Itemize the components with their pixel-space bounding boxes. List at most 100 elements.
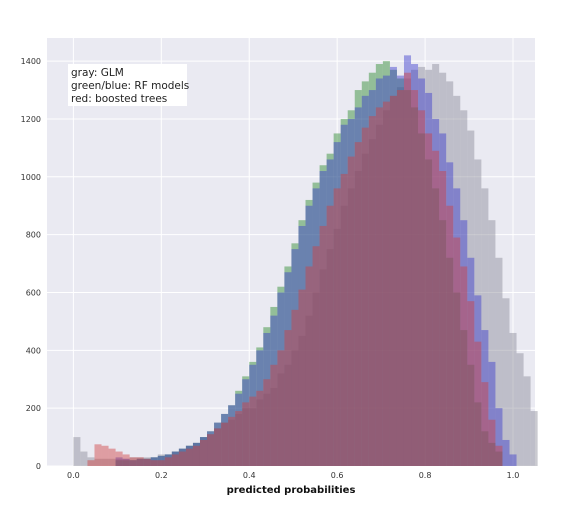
histogram-bar — [214, 422, 222, 466]
histogram-bar — [136, 458, 144, 466]
histogram-bar — [207, 434, 215, 466]
histogram-bar — [319, 171, 327, 466]
histogram-bar — [446, 81, 454, 466]
histogram-bar — [460, 266, 468, 466]
y-tick-label: 400 — [26, 346, 41, 355]
histogram-bar — [94, 444, 102, 466]
histogram-bar — [453, 95, 461, 467]
x-tick-label: 0.2 — [155, 471, 168, 480]
histogram-bar — [270, 315, 278, 466]
histogram-bar — [411, 64, 419, 466]
histogram-bar — [178, 451, 186, 466]
histogram-bar — [256, 350, 264, 466]
histogram-bar — [284, 272, 292, 466]
histogram-bar — [242, 408, 250, 466]
histogram-bar — [136, 458, 144, 466]
histogram-bar — [164, 454, 172, 466]
histogram-bar — [115, 460, 123, 466]
histogram-bar — [326, 159, 334, 466]
histogram-bar — [101, 458, 109, 466]
histogram-bar — [235, 390, 243, 466]
histogram-bar — [150, 457, 158, 466]
histogram-bar — [235, 411, 243, 466]
histogram-bar — [214, 422, 222, 466]
x-tick-label: 0.8 — [419, 471, 432, 480]
histogram-bar — [192, 442, 200, 466]
histogram-bar — [277, 292, 285, 466]
histogram-bar — [298, 225, 306, 466]
histogram-bar — [495, 257, 503, 466]
x-tick-label: 0.6 — [331, 471, 344, 480]
histogram-bar — [460, 110, 468, 466]
histogram-bar — [305, 266, 313, 466]
histogram-bar — [157, 455, 165, 466]
histogram-bar — [115, 457, 123, 466]
histogram-bar — [368, 139, 376, 466]
y-tick-label: 200 — [26, 404, 41, 413]
histogram-bar — [319, 165, 327, 467]
histogram-bar — [228, 405, 236, 466]
y-tick-label: 0 — [36, 462, 41, 471]
histogram-bar — [270, 306, 278, 466]
histogram-bar — [221, 413, 229, 466]
histogram-bar — [150, 457, 158, 466]
histogram-bar — [214, 428, 222, 466]
histogram-bar — [488, 220, 496, 466]
histogram-bar — [228, 405, 236, 466]
histogram-bar — [460, 330, 468, 466]
histogram-bar — [467, 301, 475, 466]
histogram-bar — [495, 445, 503, 466]
histogram-bar — [446, 162, 454, 466]
histogram-bar — [340, 124, 348, 466]
histogram-bar — [347, 118, 355, 467]
histogram-bar — [439, 72, 447, 467]
histogram-bar — [389, 95, 397, 467]
histogram-bar — [425, 159, 433, 466]
histogram-bar — [249, 364, 257, 466]
histogram-bar — [143, 458, 151, 466]
histogram-bar — [136, 457, 144, 466]
histogram-bar — [488, 419, 496, 466]
histogram-bar — [389, 69, 397, 466]
histogram-bar — [178, 448, 186, 466]
histogram-bar — [340, 173, 348, 466]
histogram-bar — [305, 205, 313, 466]
histogram-bar — [192, 445, 200, 466]
histogram-bar — [382, 101, 390, 467]
histogram-bar — [396, 78, 404, 467]
histogram-bar — [284, 364, 292, 466]
histogram-bar — [418, 110, 426, 466]
histogram-bar — [425, 133, 433, 466]
histogram-bar — [171, 451, 179, 466]
histogram-bar — [185, 445, 193, 466]
histogram-bar — [340, 118, 348, 467]
histogram-bar — [207, 431, 215, 466]
histogram-bar — [481, 382, 489, 466]
histogram-bar — [87, 457, 95, 466]
histogram-bar — [164, 454, 172, 466]
histogram-bar — [361, 127, 369, 466]
histogram-bar — [411, 107, 419, 467]
histogram-bar — [474, 295, 482, 466]
histogram-bar — [453, 292, 461, 466]
histogram-bar — [481, 188, 489, 467]
histogram-bar — [488, 442, 496, 466]
histogram-bar — [439, 171, 447, 466]
histogram-bar — [326, 153, 334, 467]
histogram-bar — [185, 448, 193, 466]
histogram-bar — [396, 87, 404, 466]
histogram-bar — [495, 451, 503, 466]
histogram-bar — [108, 458, 116, 466]
histogram-bar — [481, 330, 489, 466]
histogram-bar — [389, 66, 397, 467]
histogram-bar — [192, 442, 200, 466]
histogram-bar — [340, 205, 348, 466]
series-2-bars — [115, 55, 517, 467]
histogram-bar — [199, 439, 208, 466]
histogram-bar — [375, 78, 383, 467]
histogram-bar — [199, 437, 208, 466]
histogram-bar — [467, 364, 475, 466]
series-1-bars — [115, 61, 503, 467]
histogram-bar — [516, 353, 524, 466]
histogram-bar — [418, 78, 426, 467]
